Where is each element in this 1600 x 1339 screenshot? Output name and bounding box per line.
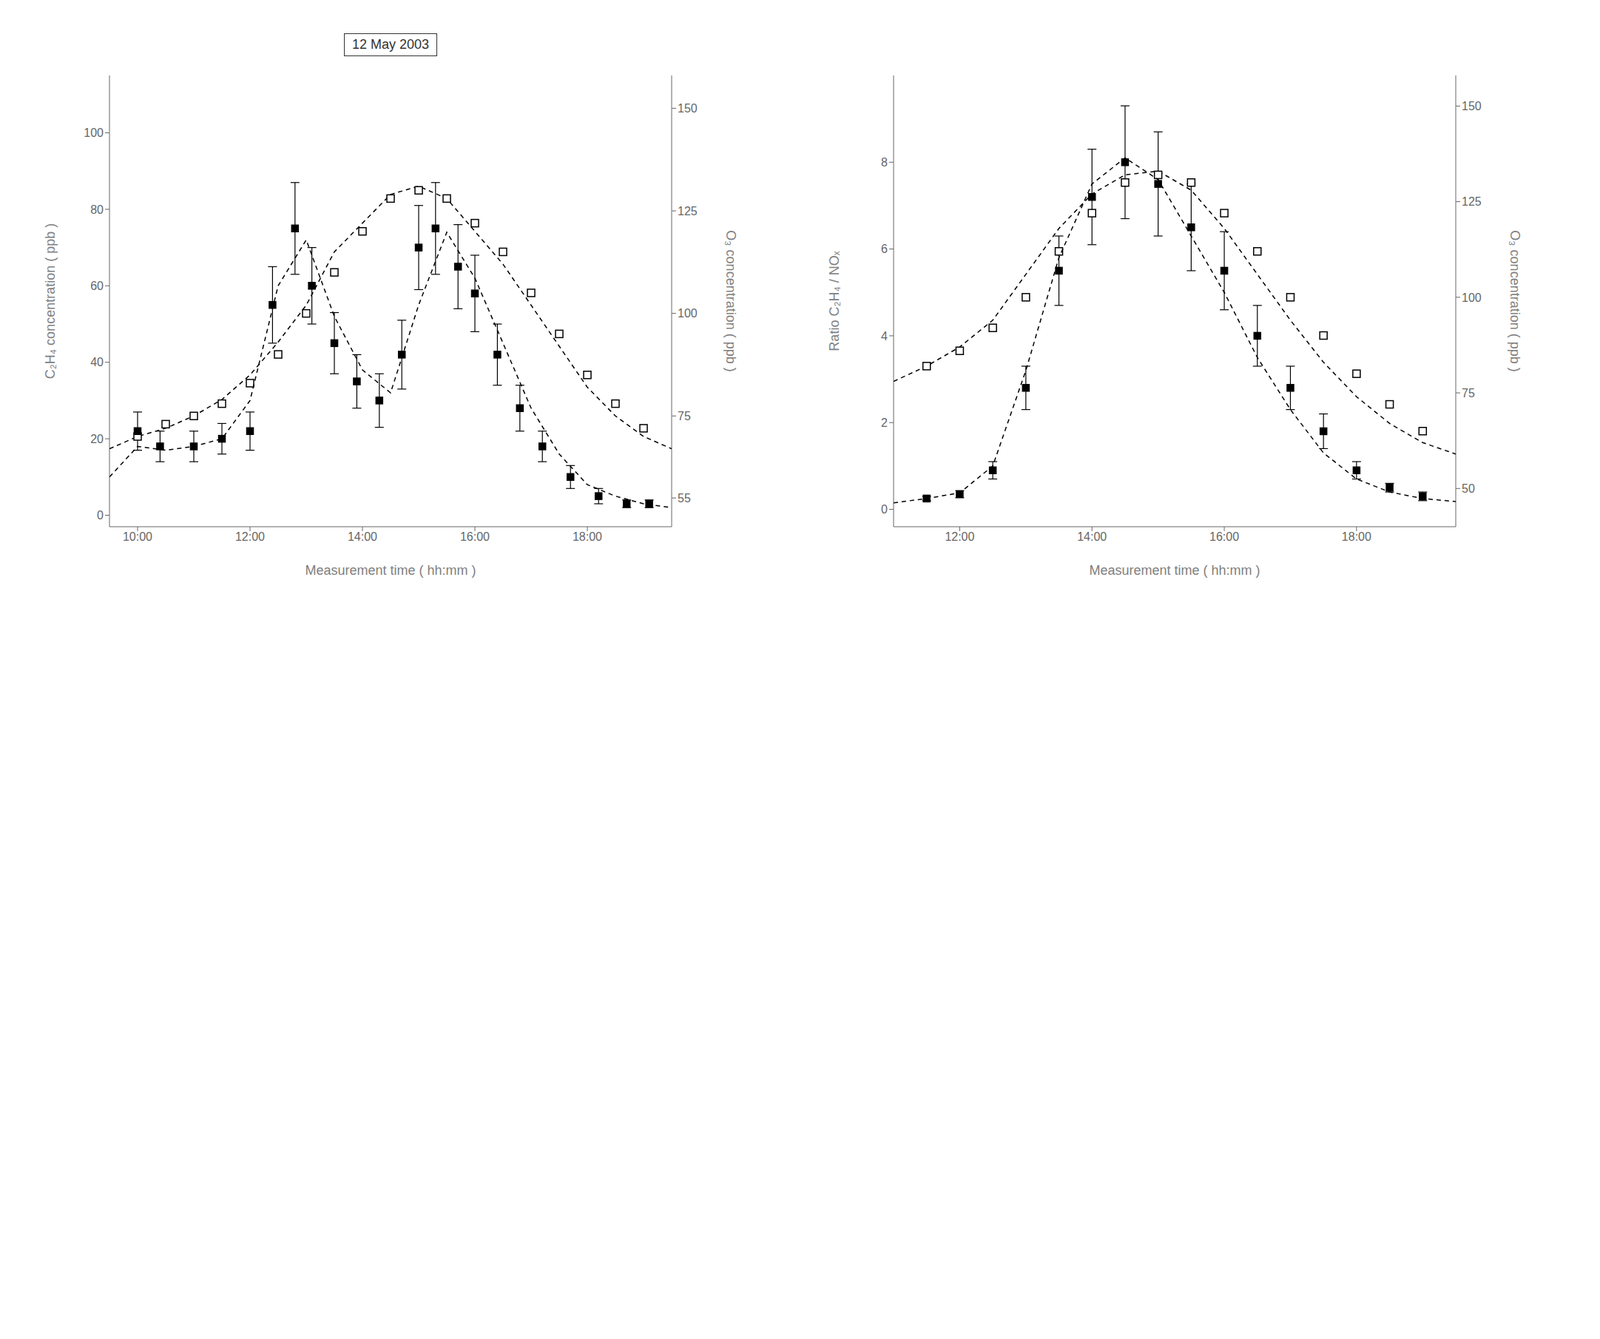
svg-text:8: 8	[880, 156, 888, 169]
svg-text:Measurement time ( hh:mm ): Measurement time ( hh:mm )	[304, 562, 476, 578]
svg-text:100: 100	[83, 126, 104, 140]
svg-text:0: 0	[96, 508, 104, 522]
svg-text:18:00: 18:00	[1341, 530, 1372, 543]
svg-text:80: 80	[90, 203, 104, 216]
svg-text:50: 50	[1461, 482, 1475, 495]
svg-text:Measurement time ( hh:mm ): Measurement time ( hh:mm )	[1088, 562, 1260, 578]
svg-text:4: 4	[880, 329, 888, 343]
svg-text:14:00: 14:00	[1077, 530, 1107, 543]
svg-text:0: 0	[880, 503, 888, 516]
svg-text:100: 100	[1461, 291, 1482, 305]
svg-text:40: 40	[90, 355, 104, 369]
svg-text:75: 75	[1461, 386, 1475, 400]
svg-text:12:00: 12:00	[944, 530, 975, 543]
svg-text:150: 150	[677, 102, 698, 115]
svg-text:14:00: 14:00	[347, 530, 378, 543]
svg-text:100: 100	[677, 306, 698, 320]
svg-text:Ratio C₂H₄ / NOₓ: Ratio C₂H₄ / NOₓ	[826, 250, 842, 351]
svg-text:20: 20	[90, 432, 104, 446]
svg-text:12:00: 12:00	[235, 530, 265, 543]
svg-text:75: 75	[677, 409, 691, 423]
svg-text:16:00: 16:00	[460, 530, 490, 543]
svg-text:O₃ concentration ( ppb ): O₃ concentration ( ppb )	[1507, 230, 1523, 372]
svg-text:55: 55	[677, 491, 691, 505]
svg-text:125: 125	[677, 204, 698, 218]
html-text:12 May 2003: 12 May 2003	[352, 36, 430, 52]
svg-text:C₂H₄ concentration ( ppb ): C₂H₄ concentration ( ppb )	[42, 223, 58, 379]
svg-text:18:00: 18:00	[572, 530, 603, 543]
svg-text:60: 60	[90, 279, 104, 293]
svg-text:125: 125	[1461, 195, 1482, 208]
svg-text:2: 2	[880, 416, 888, 430]
svg-text:150: 150	[1461, 99, 1482, 113]
svg-text:6: 6	[880, 242, 888, 256]
svg-text:16:00: 16:00	[1209, 530, 1240, 543]
svg-text:O₃ concentration ( ppb ): O₃ concentration ( ppb )	[723, 230, 739, 372]
svg-text:10:00: 10:00	[122, 530, 153, 543]
